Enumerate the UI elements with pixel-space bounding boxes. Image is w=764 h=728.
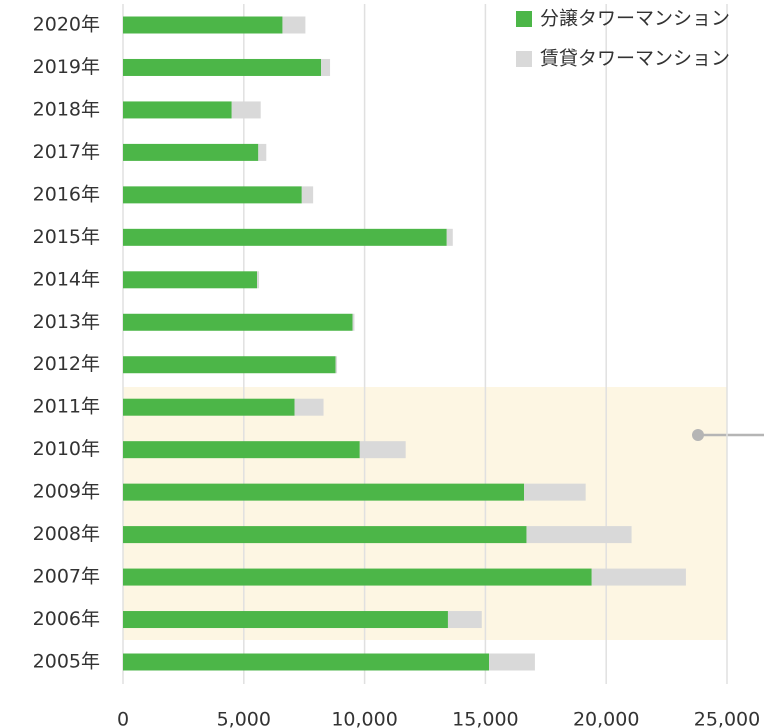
bar-segment bbox=[123, 611, 448, 629]
bar-segment bbox=[526, 526, 632, 544]
legend-swatch bbox=[516, 51, 532, 67]
x-tick-label: 20,000 bbox=[573, 709, 639, 728]
y-tick-label: 2005年 bbox=[33, 651, 100, 673]
bar-segment bbox=[301, 186, 314, 204]
bar-segment bbox=[294, 398, 324, 416]
y-tick-label: 2006年 bbox=[33, 608, 100, 630]
bar-segment bbox=[231, 101, 261, 119]
legend-label: 分譲タワーマンション bbox=[540, 8, 730, 30]
y-tick-label: 2019年 bbox=[33, 56, 100, 78]
bar-segment bbox=[359, 441, 406, 459]
bar-segment bbox=[352, 313, 355, 331]
x-tick-label: 5,000 bbox=[217, 709, 271, 728]
legend-swatch bbox=[516, 11, 532, 27]
highlight-band bbox=[123, 387, 727, 640]
annotation-dot bbox=[692, 429, 704, 441]
bar-segment bbox=[123, 568, 592, 586]
x-tick-label: 10,000 bbox=[331, 709, 397, 728]
bar-segment bbox=[123, 653, 490, 671]
y-tick-label: 2015年 bbox=[33, 226, 100, 248]
bar-segment bbox=[489, 653, 535, 671]
bar-segment bbox=[123, 101, 232, 119]
y-tick-label: 2014年 bbox=[33, 268, 100, 290]
bar-segment bbox=[321, 58, 331, 76]
y-tick-label: 2011年 bbox=[33, 396, 100, 418]
y-tick-label: 2008年 bbox=[33, 523, 100, 545]
legend-label: 賃貸タワーマンション bbox=[540, 48, 730, 70]
bar-segment bbox=[123, 483, 525, 501]
bar-segment bbox=[123, 228, 447, 246]
bar-segment bbox=[282, 16, 306, 34]
y-tick-label: 2013年 bbox=[33, 311, 100, 333]
bar-segment bbox=[257, 271, 260, 289]
bar-segment bbox=[123, 58, 322, 76]
y-tick-label: 2020年 bbox=[33, 14, 100, 36]
x-tick-label: 15,000 bbox=[452, 709, 518, 728]
bar-segment bbox=[446, 228, 453, 246]
bar-segment bbox=[123, 441, 360, 459]
bar-segment bbox=[123, 313, 353, 331]
bar-segment bbox=[258, 143, 267, 161]
bar-segment bbox=[123, 16, 283, 34]
bar-segment bbox=[447, 611, 482, 629]
bar-segment bbox=[123, 356, 336, 374]
x-tick-label: 0 bbox=[117, 709, 129, 728]
y-tick-label: 2017年 bbox=[33, 141, 100, 163]
bar-segment bbox=[123, 398, 295, 416]
bar-segment bbox=[335, 356, 338, 374]
bar-segment bbox=[524, 483, 586, 501]
bar-segment bbox=[123, 526, 527, 544]
bar-segment bbox=[123, 143, 259, 161]
y-tick-label: 2007年 bbox=[33, 566, 100, 588]
bar-segment bbox=[123, 186, 302, 204]
y-tick-label: 2012年 bbox=[33, 353, 100, 375]
y-tick-label: 2016年 bbox=[33, 183, 100, 205]
y-tick-label: 2009年 bbox=[33, 481, 100, 503]
y-tick-label: 2018年 bbox=[33, 98, 100, 120]
y-tick-label: 2010年 bbox=[33, 438, 100, 460]
bar-segment bbox=[123, 271, 258, 289]
x-tick-label: 25,000 bbox=[694, 709, 760, 728]
bar-segment bbox=[591, 568, 686, 586]
